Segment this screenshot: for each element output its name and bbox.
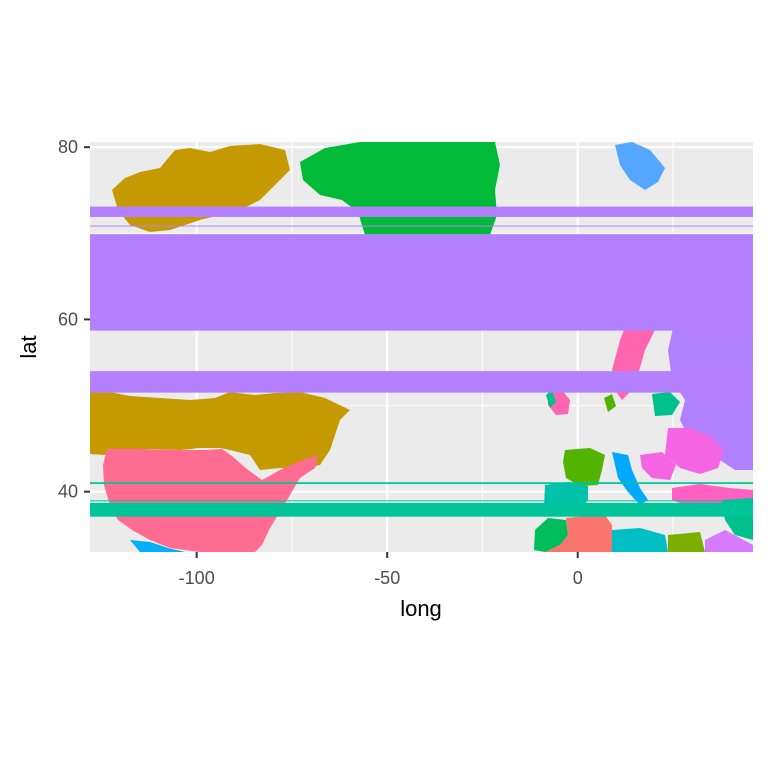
region-libya	[612, 528, 668, 552]
region-balkans	[640, 452, 676, 480]
region-middle-east	[705, 530, 753, 552]
axes: -100 -50 0 40 60 80	[58, 137, 583, 588]
region-ukraine	[665, 428, 724, 474]
overlay-bands	[90, 206, 753, 517]
overlay-band	[90, 500, 753, 502]
region-svalbard	[615, 142, 665, 190]
x-tick-label: 0	[573, 568, 583, 588]
region-egypt	[668, 532, 705, 552]
region-mexico	[130, 540, 185, 552]
region-france	[563, 448, 605, 486]
y-tick-label: 60	[58, 309, 78, 329]
region-canada-islands	[150, 160, 285, 205]
x-tick-label: -100	[179, 568, 215, 588]
overlay-band	[90, 482, 753, 484]
x-tick-label: -50	[374, 568, 400, 588]
region-uk	[546, 390, 556, 408]
region-morocco	[534, 518, 568, 552]
overlay-band	[90, 371, 753, 393]
overlay-band	[90, 502, 753, 517]
x-axis-title: long	[400, 596, 442, 621]
y-tick-label: 80	[58, 137, 78, 157]
region-canada-south	[90, 392, 350, 470]
region-denmark	[604, 394, 616, 412]
region-algeria	[545, 515, 612, 552]
overlay-band	[90, 225, 753, 227]
overlay-band	[90, 206, 753, 217]
y-tick-label: 40	[58, 482, 78, 502]
region-italy	[612, 452, 648, 505]
region-greenland	[300, 142, 500, 256]
y-axis-title: lat	[16, 335, 41, 358]
overlay-band	[90, 234, 753, 331]
region-baltics	[652, 392, 680, 416]
